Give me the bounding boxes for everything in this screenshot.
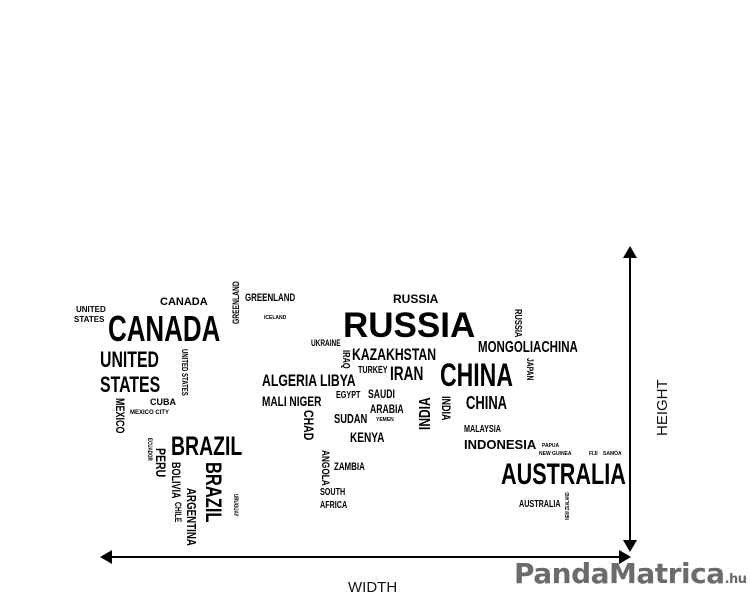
map-label: GREENLAND (245, 292, 296, 304)
logo-tld: .hu (724, 572, 747, 587)
map-label: CUBA (150, 397, 176, 407)
map-label: ZAMBIA (334, 461, 365, 473)
map-label: ALGERIA (262, 371, 318, 390)
map-label: KAZAKHSTAN (352, 345, 437, 364)
map-label: BRAZIL (171, 431, 243, 461)
map-label: ANGOLA (319, 450, 331, 486)
map-label: ECUADOR (146, 438, 152, 461)
map-label: CANADA (160, 296, 208, 308)
map-label: RUSSIA (393, 292, 439, 306)
map-label: AUSTRALIA (501, 458, 626, 491)
width-label: WIDTH (348, 579, 398, 596)
map-label: NEW ZEALAND (565, 492, 571, 520)
map-label: SAMOA (603, 451, 622, 457)
map-label: CHILE (173, 502, 183, 523)
map-label: PAPUA (542, 443, 560, 449)
map-label: TURKEY (358, 365, 388, 376)
map-label: YEMEN (376, 417, 394, 423)
map-label: KENYA (350, 429, 385, 445)
map-label: CHINA (466, 393, 508, 413)
map-label: BRAZIL (201, 462, 226, 523)
map-label: RUSSIA (512, 309, 523, 338)
map-label: CHAD (301, 410, 317, 441)
brand-logo: PandaMatrica.hu (514, 560, 747, 588)
map-label: MONGOLIACHINA (478, 339, 578, 356)
map-label: CHINA (440, 357, 513, 393)
map-label: INDIA (439, 396, 453, 421)
map-label: RUSSIA (343, 306, 476, 345)
map-label: FIJI (589, 451, 598, 457)
map-label: PERU (153, 448, 169, 478)
map-label: INDONESIA (464, 437, 537, 452)
map-label: STATES (100, 372, 161, 397)
map-label: UNITED STATES (180, 349, 189, 396)
map-label: STATES (74, 315, 105, 324)
map-label: IRAN (390, 364, 424, 385)
map-label: ARGENTINA (184, 488, 199, 546)
map-label: GREENLAND (231, 281, 241, 324)
map-label: AFRICA (320, 500, 348, 511)
map-label: ICELAND (264, 315, 287, 321)
map-label: UNITED (76, 305, 106, 314)
map-label: CANADA (108, 308, 221, 349)
map-label: MALAYSIA (464, 424, 501, 435)
map-label: IRAQ (340, 350, 351, 369)
map-label: MALI NIGER (262, 393, 322, 409)
logo-brand: PandaMatrica (514, 557, 725, 590)
height-label: HEIGHT (654, 379, 671, 436)
map-label: URUGUAY (232, 494, 238, 517)
map-label: SOUTH (320, 487, 346, 498)
map-label: EGYPT (336, 390, 361, 401)
map-label: UKRAINE (311, 338, 341, 348)
map-label: MEXICO CITY (130, 410, 170, 416)
map-label: INDIA (417, 397, 434, 430)
map-label: BOLIVIA (169, 462, 183, 499)
map-label: NEW GUINEA (539, 451, 572, 457)
map-label: SAUDI (368, 387, 395, 401)
map-label: JAPAN (525, 358, 535, 381)
map-label: MEXICO (113, 398, 127, 434)
map-label: ARABIA (370, 402, 404, 416)
map-label: AUSTRALIA (519, 499, 561, 510)
map-label: UNITED (100, 347, 159, 372)
map-label: LIBYA (320, 371, 356, 390)
map-label: SUDAN (334, 411, 368, 426)
